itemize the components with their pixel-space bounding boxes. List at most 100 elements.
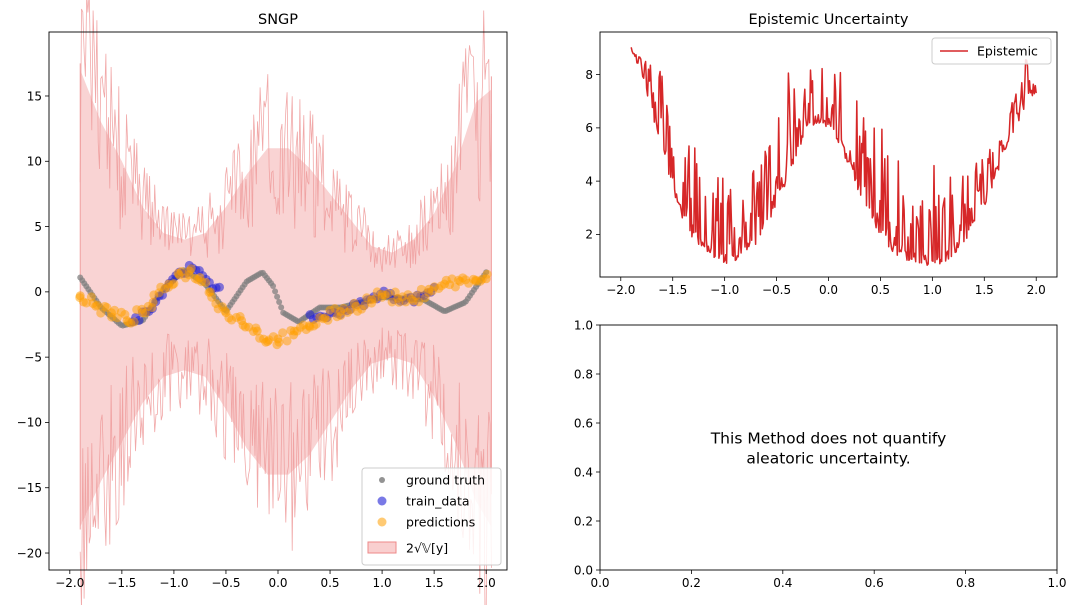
prediction-point: [360, 300, 370, 310]
sngp-xtick-label: 0.0: [268, 576, 287, 590]
aleatoric-ytick-label: 1.0: [574, 318, 593, 332]
prediction-point: [383, 289, 393, 299]
aleatoric-message-line-1: This Method does not quantify: [710, 430, 947, 448]
prediction-point: [345, 305, 355, 315]
prediction-point: [336, 311, 346, 321]
prediction-point: [120, 310, 130, 320]
variance-band: [80, 69, 492, 527]
prediction-point: [251, 323, 261, 333]
sngp-xtick-label: 2.0: [477, 576, 496, 590]
legend-label-predictions: predictions: [406, 515, 475, 530]
prediction-point: [387, 297, 397, 307]
prediction-point: [220, 306, 230, 316]
prediction-point: [207, 292, 217, 302]
prediction-point: [450, 282, 460, 292]
legend-marker-ground-truth: [379, 477, 385, 483]
aleatoric-xtick-label: 0.8: [956, 576, 975, 590]
legend-marker-predictions: [377, 517, 387, 527]
ground-truth-point: [272, 288, 279, 295]
legend-label-ground-truth: ground truth: [406, 473, 485, 488]
prediction-point: [311, 319, 321, 329]
prediction-point: [416, 284, 426, 294]
sngp-ticks: −2.0 −1.5 −1.0 −0.5 0.0 0.5 1.0 1.5 2.0 −20 −15 −10…: [17, 89, 496, 590]
aleatoric-ytick-label: 0.8: [574, 367, 593, 381]
sngp-ytick-label: −20: [17, 546, 42, 560]
epistemic-marks: [630, 47, 1037, 266]
prediction-point: [235, 312, 245, 322]
prediction-point: [330, 304, 340, 314]
epistemic-xtick-label: −1.5: [658, 283, 687, 297]
sngp-xtick-label: −1.0: [159, 576, 188, 590]
prediction-point: [274, 337, 284, 347]
epistemic-xtick-label: −1.0: [710, 283, 739, 297]
sngp-ytick-label: 5: [34, 220, 42, 234]
sngp-xtick-label: 0.5: [320, 576, 339, 590]
epistemic-legend-box: [931, 37, 1052, 65]
prediction-point: [268, 332, 278, 342]
prediction-point: [81, 298, 91, 308]
epistemic-xtick-label: −2.0: [606, 283, 635, 297]
sngp-legend: ground truth train_data predictions 2√𝕍[…: [361, 467, 502, 566]
aleatoric-ticks: 0.0 0.2 0.4 0.6 0.8 1.0 0.0 0.2 0.4 0.6 0.8 1.0: [574, 318, 1067, 590]
aleatoric-xtick-label: 0.6: [865, 576, 884, 590]
epistemic-ytick-label: 4: [585, 174, 593, 188]
sngp-ytick-label: −10: [17, 416, 42, 430]
legend-label-train-data: train_data: [406, 494, 470, 509]
variance-band-upper-edge: [79, 0, 492, 272]
epistemic-xtick-label: 1.0: [923, 283, 942, 297]
train-data-point: [214, 282, 224, 292]
aleatoric-xtick-label: 0.2: [682, 576, 701, 590]
sngp-ytick-label: −15: [17, 481, 42, 495]
sngp-marks: [75, 0, 492, 605]
epistemic-xtick-label: 0.0: [819, 283, 838, 297]
sngp-xtick-label: −0.5: [211, 576, 240, 590]
epistemic-ticks: −2.0 −1.5 −1.0 −0.5 0.0 0.5 1.0 1.5 2.0 2 4 6 8: [585, 68, 1045, 297]
prediction-point: [147, 303, 157, 313]
sngp-xtick-label: −2.0: [55, 576, 84, 590]
aleatoric-ytick-label: 0.4: [574, 465, 593, 479]
ground-truth-point: [274, 293, 281, 300]
variance-band-lower-edge: [79, 327, 492, 605]
sngp-legend-box: [361, 467, 502, 566]
prediction-point: [92, 300, 102, 310]
prediction-point: [102, 303, 112, 313]
prediction-point: [349, 298, 359, 308]
aleatoric-ytick-label: 0.6: [574, 416, 593, 430]
epistemic-ytick-label: 8: [585, 68, 593, 82]
prediction-point: [129, 317, 139, 327]
prediction-point: [186, 264, 196, 274]
prediction-point: [323, 315, 333, 325]
legend-marker-train-data: [377, 496, 387, 506]
epistemic-xtick-label: 2.0: [1027, 283, 1046, 297]
plot-sngp: SNGP −2.0 −1.5 −1.0 −0.5 0.0 0.5 1.0 1.5 2.0−20−…: [17, 0, 508, 605]
plot-aleatoric: 0.0 0.2 0.4 0.6 0.8 1.0 0.0 0.2 0.4 0.6 0.8 1.0 Thi…: [574, 318, 1067, 590]
aleatoric-message-line-2: aleatoric uncertainty.: [746, 450, 910, 468]
sngp-xtick-label: 1.5: [425, 576, 444, 590]
sngp-title: SNGP: [258, 12, 298, 28]
aleatoric-xtick-label: 0.4: [773, 576, 792, 590]
prediction-point: [482, 269, 492, 279]
prediction-point: [282, 336, 292, 346]
prediction-point: [370, 294, 380, 304]
prediction-point: [110, 305, 120, 315]
ground-truth-point: [276, 299, 283, 306]
prediction-point: [390, 287, 400, 297]
epistemic-line: [630, 47, 1037, 266]
epistemic-ytick-label: 2: [585, 228, 593, 242]
legend-label-epistemic: Epistemic: [977, 44, 1038, 59]
plot-epistemic: Epistemic Uncertainty −2.0 −1.5 −1.0 −0.5 0.…: [585, 12, 1058, 297]
epistemic-legend: Epistemic: [931, 37, 1052, 65]
legend-label-variance-band: 2√𝕍[y]: [406, 541, 448, 556]
sngp-xtick-label: 1.0: [373, 576, 392, 590]
prediction-point: [176, 267, 186, 277]
prediction-point: [278, 328, 288, 338]
epistemic-ytick-label: 6: [585, 121, 593, 135]
aleatoric-xtick-label: 0.0: [590, 576, 609, 590]
epistemic-title: Epistemic Uncertainty: [748, 12, 908, 28]
epistemic-xtick-label: 1.5: [975, 283, 994, 297]
legend-marker-variance-band: [367, 541, 397, 554]
ground-truth-point: [270, 283, 277, 290]
prediction-point: [96, 308, 106, 318]
prediction-point: [201, 277, 211, 287]
